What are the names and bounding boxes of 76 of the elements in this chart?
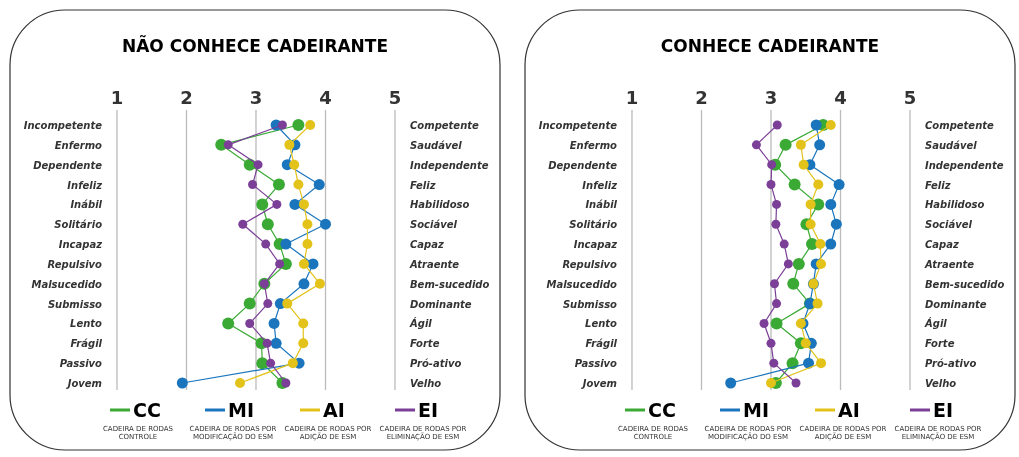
y2-tick-label: Saudável (925, 139, 978, 151)
y-tick-label: Lento (585, 318, 618, 330)
y2-tick-label: Habilidoso (925, 199, 985, 211)
y2-tick-label: Competente (410, 120, 480, 131)
x-tick-label: 2 (695, 87, 708, 108)
x-tick-label: 3 (764, 87, 778, 108)
y2-tick-label: Ágil (409, 317, 433, 330)
chart-title: NÃO CONHECE CADEIRANTE (121, 34, 389, 56)
y-tick-label: Incompetente (538, 120, 618, 131)
x-tick-label: 1 (625, 87, 639, 108)
x-tick-label: 1 (110, 87, 124, 108)
legend-label: AI (838, 399, 860, 421)
y-tick-label: Incompetente (23, 120, 103, 131)
chart-title: CONHECE CADEIRANTE (660, 36, 880, 56)
y2-tick-label: Atraente (409, 258, 460, 270)
y2-tick-label: Velho (410, 378, 442, 389)
x-tick-label: 3 (249, 87, 263, 108)
y-tick-label: Repulsivo (562, 258, 618, 270)
x-tick-label: 2 (180, 87, 193, 108)
y-tick-label: Enfermo (54, 139, 103, 151)
y2-tick-label: Atraente (924, 258, 975, 270)
legend-label: EI (933, 399, 954, 421)
legend-label: CC (133, 399, 161, 421)
y2-tick-label: Ágil (924, 317, 948, 330)
y-tick-label: Enfermo (569, 139, 618, 151)
y-tick-label: Solitário (54, 219, 103, 231)
y-tick-label: Incapaz (58, 239, 103, 251)
y2-tick-label: Independente (410, 159, 489, 171)
y-tick-label: Malsucedido (546, 278, 618, 290)
y2-tick-label: Bem-sucedido (410, 278, 490, 290)
y2-tick-label: Independente (925, 159, 1004, 171)
y-tick-label: Incapaz (573, 239, 618, 251)
y2-tick-label: Feliz (410, 179, 436, 191)
y2-tick-label: Dominante (410, 298, 472, 310)
legend-label: EI (418, 399, 439, 421)
y-tick-label: Solitário (569, 219, 618, 231)
y-tick-label: Submisso (47, 298, 103, 310)
y-tick-label: Jovem (65, 378, 102, 389)
legend-label: MI (228, 399, 254, 421)
legend-label: CC (648, 399, 676, 421)
y-tick-label: Dependente (548, 159, 618, 171)
y2-tick-label: Capaz (925, 239, 959, 251)
y2-tick-label: Pró-ativo (410, 358, 462, 370)
y2-tick-label: Sociável (925, 219, 973, 231)
y-tick-label: Infeliz (582, 179, 618, 191)
y2-tick-label: Saudável (410, 139, 463, 151)
y2-tick-label: Forte (925, 338, 955, 350)
y-tick-label: Submisso (562, 298, 618, 310)
y-tick-label: Lento (70, 318, 103, 330)
y-tick-label: Passivo (574, 358, 618, 370)
x-tick-label: 5 (388, 87, 402, 108)
y-tick-label: Repulsivo (47, 258, 103, 270)
y2-tick-label: Feliz (925, 179, 951, 191)
y2-tick-label: Habilidoso (410, 199, 470, 211)
y2-tick-label: Velho (925, 378, 957, 389)
y-tick-label: Infeliz (67, 179, 103, 191)
y2-tick-label: Pró-ativo (925, 358, 977, 370)
y-tick-label: Inábil (70, 199, 103, 211)
y-tick-label: Jovem (580, 378, 617, 389)
y-tick-label: Frágil (585, 338, 618, 350)
y-tick-label: Passivo (59, 358, 103, 370)
legend-label: AI (323, 399, 345, 421)
y-tick-label: Malsucedido (31, 278, 103, 290)
y-tick-label: Inábil (585, 199, 618, 211)
y2-tick-label: Capaz (410, 239, 444, 251)
y2-tick-label: Dominante (925, 298, 987, 310)
x-tick-label: 4 (319, 87, 332, 108)
y-tick-label: Frágil (70, 338, 103, 350)
y2-tick-label: Sociável (410, 219, 458, 231)
y2-tick-label: Competente (925, 120, 995, 131)
legend-label: MI (743, 399, 769, 421)
x-tick-label: 4 (834, 87, 847, 108)
x-tick-label: 5 (903, 87, 917, 108)
y2-tick-label: Forte (410, 338, 440, 350)
y-tick-label: Dependente (33, 159, 103, 171)
y2-tick-label: Bem-sucedido (925, 278, 1005, 290)
